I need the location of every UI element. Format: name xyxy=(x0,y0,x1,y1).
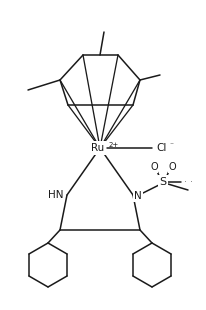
Text: M: M xyxy=(185,181,186,182)
Text: M: M xyxy=(191,181,192,182)
Text: N: N xyxy=(134,191,142,201)
Text: HN: HN xyxy=(48,190,64,200)
Text: S: S xyxy=(159,177,167,187)
Text: Ru: Ru xyxy=(91,143,105,153)
Text: Cl: Cl xyxy=(156,143,166,153)
Text: ⁻: ⁻ xyxy=(169,140,173,149)
Text: 2+: 2+ xyxy=(109,142,119,148)
Text: O: O xyxy=(168,162,176,172)
Text: O: O xyxy=(150,162,158,172)
